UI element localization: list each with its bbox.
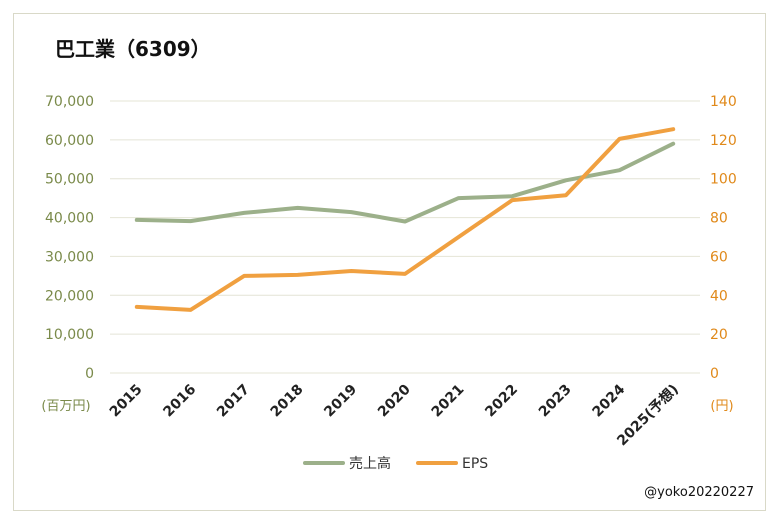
left-tick-label: 50,000 [45,172,94,188]
legend-label: EPS [462,456,488,472]
right-tick-label: 40 [710,288,728,304]
left-tick-label: 30,000 [45,249,94,265]
x-tick-label: 2024 [590,381,629,420]
left-axis-ticks: 0 10,000 20,000 30,000 40,000 50,000 60,000 70,… [45,94,94,382]
left-tick-label: 70,000 [45,94,94,110]
chart-frame [13,13,766,511]
right-tick-label: 100 [710,172,737,188]
right-tick-label: 0 [710,366,719,382]
right-tick-label: 120 [710,133,737,149]
x-tick-label: 2020 [375,381,414,420]
x-tick-label: 2023 [536,382,575,421]
legend: 売上高 EPS [303,455,488,472]
right-tick-label: 60 [710,249,728,265]
x-tick-label: 2015 [107,382,146,421]
x-tick-label: 2022 [482,382,521,421]
x-tick-label: 2017 [214,382,253,421]
right-tick-label: 140 [710,94,737,110]
series-lines [134,127,676,312]
series-line-eps [134,127,676,312]
legend-label: 売上高 [349,455,391,472]
series-line-sales [134,141,676,224]
x-tick-label: 2016 [160,382,199,421]
gridlines [110,100,700,374]
x-tick-label: 2019 [321,382,360,421]
right-tick-label: 20 [710,327,728,343]
right-axis-ticks: 0 20 40 60 80 100 120 140 [710,94,737,382]
right-axis-unit: (円) [710,399,733,414]
x-tick-label: 2021 [429,382,468,421]
left-axis-unit: (百万円) [41,399,90,414]
left-tick-label: 0 [85,366,94,382]
x-axis-ticks: 2015 2016 2017 2018 2019 2020 2021 2022 2023 2024… [107,381,682,449]
left-tick-label: 20,000 [45,288,94,304]
chart-title: 巴工業（6309） [55,37,211,61]
watermark: @yoko20220227 [644,485,754,500]
left-tick-label: 10,000 [45,327,94,343]
left-tick-label: 40,000 [45,211,94,227]
x-tick-label: 2018 [268,382,307,421]
right-tick-label: 80 [710,211,728,227]
left-tick-label: 60,000 [45,133,94,149]
